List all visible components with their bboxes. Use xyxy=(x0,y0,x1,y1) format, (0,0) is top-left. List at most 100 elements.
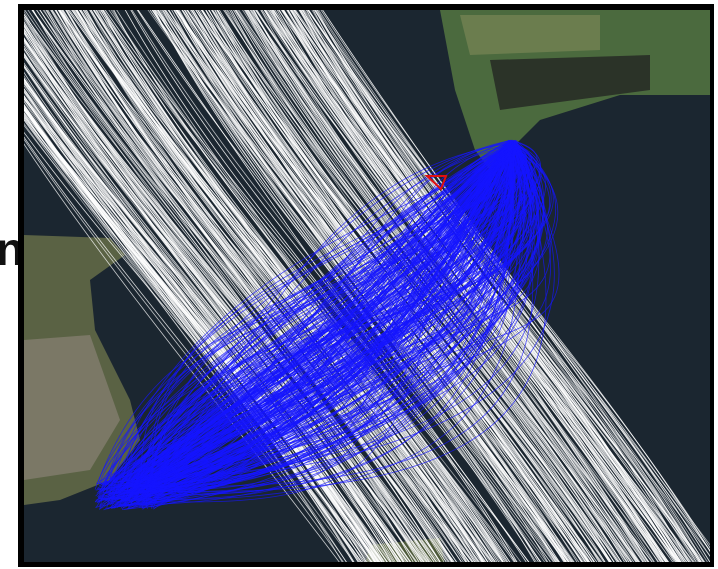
track xyxy=(116,140,509,504)
track xyxy=(24,53,400,562)
track xyxy=(45,10,445,562)
track xyxy=(24,37,425,562)
track xyxy=(24,23,423,562)
track xyxy=(123,140,514,505)
track xyxy=(74,10,482,562)
track xyxy=(132,140,512,481)
track xyxy=(60,10,464,562)
track xyxy=(24,47,404,562)
track xyxy=(144,142,515,506)
track xyxy=(162,10,565,562)
track xyxy=(130,144,516,483)
track xyxy=(24,28,420,562)
track xyxy=(124,140,513,510)
track xyxy=(54,10,480,562)
track xyxy=(122,145,516,503)
track xyxy=(24,40,417,562)
track xyxy=(24,95,376,562)
track xyxy=(116,144,509,494)
track xyxy=(24,81,392,562)
track xyxy=(55,10,470,562)
track xyxy=(46,10,447,562)
track xyxy=(24,100,384,562)
track xyxy=(135,143,512,501)
track xyxy=(127,141,511,510)
track xyxy=(112,145,511,484)
track xyxy=(76,10,467,562)
track xyxy=(24,64,388,562)
track xyxy=(104,10,516,562)
track xyxy=(199,10,595,562)
track xyxy=(116,10,515,562)
field xyxy=(460,15,600,55)
track xyxy=(58,10,458,562)
track xyxy=(97,144,555,490)
track xyxy=(125,143,512,510)
track xyxy=(39,10,433,562)
track xyxy=(24,64,412,562)
track xyxy=(58,10,473,562)
track xyxy=(24,10,431,562)
track xyxy=(138,143,514,497)
track xyxy=(102,10,508,562)
track xyxy=(24,136,347,562)
track xyxy=(130,143,516,488)
track xyxy=(24,37,405,562)
track xyxy=(120,143,511,509)
track xyxy=(61,10,476,562)
track xyxy=(24,16,435,562)
track xyxy=(115,141,539,500)
town xyxy=(24,335,120,480)
track xyxy=(105,142,516,495)
track xyxy=(65,10,453,562)
track xyxy=(24,117,343,562)
track xyxy=(24,138,344,562)
track xyxy=(121,141,540,492)
track xyxy=(31,10,430,562)
track xyxy=(24,107,372,562)
track xyxy=(149,143,545,498)
track xyxy=(124,145,513,503)
track xyxy=(136,141,512,494)
track xyxy=(24,25,441,562)
track xyxy=(128,140,519,507)
track xyxy=(72,10,493,562)
track xyxy=(106,141,516,500)
track xyxy=(96,145,514,494)
track xyxy=(39,10,453,562)
track xyxy=(125,141,511,507)
track xyxy=(123,145,510,482)
map-area xyxy=(24,10,710,562)
track xyxy=(115,139,513,484)
field-dark xyxy=(490,55,650,110)
track xyxy=(65,10,466,562)
track xyxy=(113,143,538,496)
track xyxy=(96,142,535,504)
track xyxy=(152,144,528,483)
track xyxy=(24,28,437,562)
track xyxy=(117,141,512,496)
track xyxy=(24,10,418,562)
track xyxy=(100,10,504,562)
track xyxy=(132,141,513,491)
track xyxy=(76,10,486,562)
track xyxy=(43,10,470,562)
track xyxy=(24,39,424,562)
track xyxy=(141,144,539,488)
track xyxy=(132,145,528,490)
track xyxy=(96,10,510,562)
track xyxy=(93,10,493,562)
track xyxy=(24,104,373,562)
track xyxy=(129,141,540,496)
track xyxy=(270,10,647,562)
track xyxy=(120,142,512,506)
track xyxy=(301,10,697,562)
track xyxy=(128,141,510,502)
track xyxy=(24,52,422,562)
track xyxy=(110,10,500,562)
track xyxy=(90,10,489,562)
track xyxy=(150,143,510,482)
track xyxy=(103,10,527,562)
